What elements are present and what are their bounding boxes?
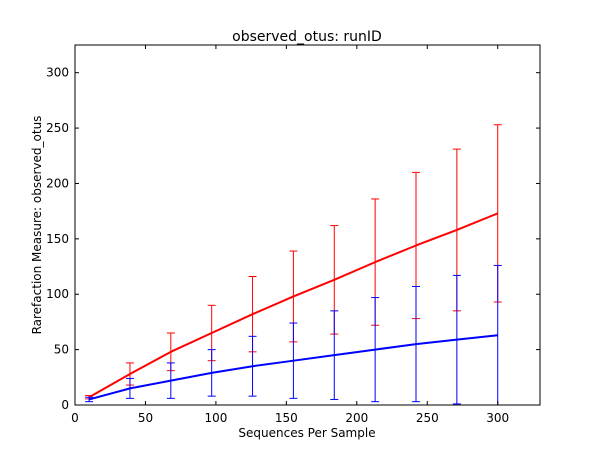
plot-frame <box>74 44 541 406</box>
y-tick-label: 0 <box>61 398 69 412</box>
series-group <box>85 124 502 405</box>
y-tick-label: 300 <box>46 66 69 80</box>
y-tick-label: 200 <box>46 176 69 190</box>
x-tick-label: 0 <box>71 411 79 425</box>
series-line-2 <box>88 334 498 401</box>
x-tick-label: 300 <box>486 411 509 425</box>
y-tick-label: 150 <box>46 232 69 246</box>
y-tick-label: 100 <box>46 287 69 301</box>
x-tick-label: 150 <box>275 411 298 425</box>
x-tick-label: 100 <box>204 411 227 425</box>
axis-ticks: 0 50 100 150 200 250 300 0 50 100 150 200 250 300 <box>46 45 540 425</box>
x-tick-label: 200 <box>345 411 368 425</box>
y-axis-label: Rarefaction Measure: observed_otus <box>30 116 44 335</box>
plot-area <box>85 124 502 405</box>
y-tick-label: 250 <box>46 121 69 135</box>
x-axis-label: Sequences Per Sample <box>238 426 375 440</box>
x-tick-label: 250 <box>416 411 439 425</box>
chart-title: observed_otus: runID <box>232 29 382 45</box>
y-tick-label: 50 <box>54 343 69 357</box>
series-line-1 <box>88 212 499 399</box>
x-tick-label: 50 <box>138 411 153 425</box>
